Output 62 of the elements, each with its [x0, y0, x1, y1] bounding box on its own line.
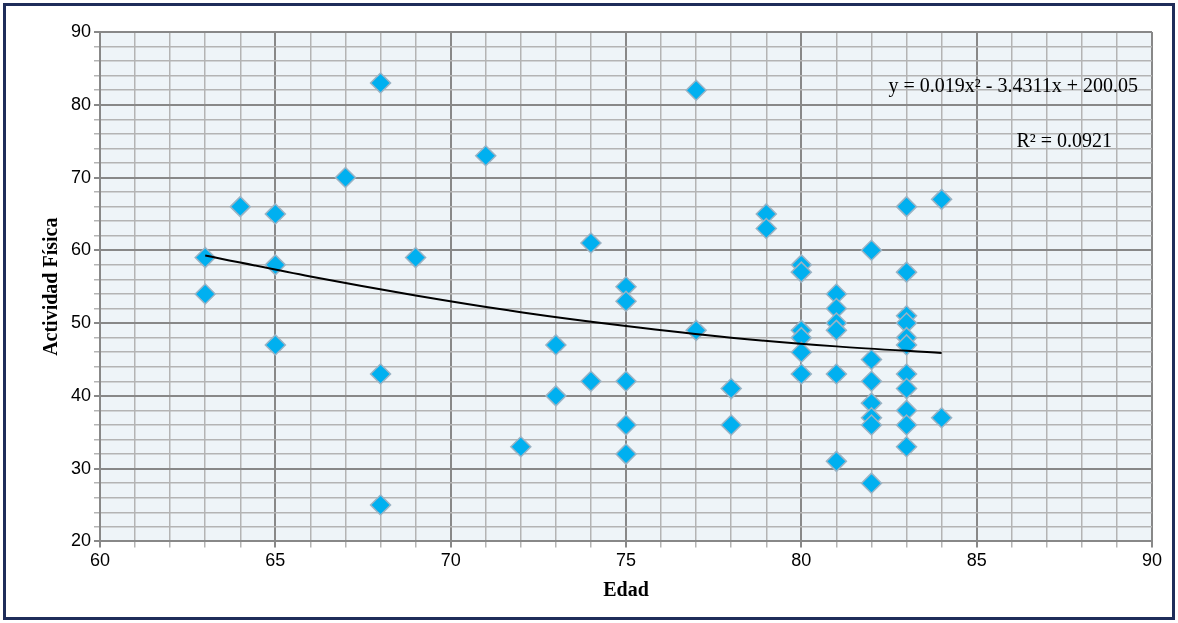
point — [790, 261, 813, 283]
point — [369, 494, 392, 516]
y-tick-label: 50 — [70, 312, 92, 333]
point — [825, 363, 848, 385]
point — [895, 261, 918, 283]
x-axis-title: Edad — [603, 578, 649, 601]
point — [580, 232, 602, 254]
point — [860, 239, 883, 262]
point — [860, 348, 883, 371]
point — [615, 443, 637, 465]
point — [545, 385, 567, 407]
point — [895, 377, 918, 400]
point — [685, 79, 707, 101]
point — [720, 377, 742, 400]
point — [475, 144, 497, 167]
point — [229, 195, 252, 218]
point — [825, 450, 848, 473]
point — [720, 414, 742, 436]
y-tick-label: 70 — [70, 166, 92, 187]
point — [334, 166, 357, 189]
x-tick-label: 90 — [1141, 550, 1163, 571]
point — [790, 341, 813, 363]
point — [369, 72, 392, 94]
y-tick-label: 80 — [70, 93, 92, 114]
x-tick-label: 85 — [966, 550, 987, 571]
annotation: y = 0.019x² - 3.4311x + 200.05 — [888, 74, 1138, 98]
point — [895, 334, 918, 356]
point — [545, 334, 567, 356]
point — [895, 414, 918, 436]
point — [615, 290, 637, 312]
y-tick-label: 20 — [70, 530, 92, 551]
point — [895, 436, 918, 458]
x-tick-label: 65 — [265, 550, 286, 571]
x-tick-label: 80 — [791, 550, 812, 571]
point — [404, 246, 427, 269]
y-tick-label: 60 — [70, 239, 92, 260]
point — [860, 370, 883, 393]
point — [825, 319, 848, 342]
x-tick-label: 75 — [616, 550, 637, 571]
point — [860, 414, 883, 436]
point — [194, 283, 216, 305]
y-axis-title: Actividad Física — [39, 217, 62, 356]
x-tick-label: 70 — [440, 550, 461, 571]
point — [194, 246, 216, 269]
point — [615, 414, 637, 436]
point — [369, 363, 392, 385]
point — [930, 188, 953, 211]
y-tick-label: 30 — [70, 457, 92, 478]
annotation: R² = 0.0921 — [1016, 129, 1112, 152]
point — [930, 406, 953, 429]
point — [264, 203, 287, 225]
point — [510, 436, 532, 458]
point — [860, 472, 883, 494]
point — [790, 363, 813, 385]
x-tick-label: 60 — [90, 550, 111, 571]
point — [580, 370, 602, 393]
point — [895, 195, 918, 218]
point — [755, 217, 778, 240]
point — [615, 370, 637, 393]
y-tick-label: 90 — [70, 20, 92, 41]
y-tick-label: 40 — [70, 384, 92, 405]
point — [264, 334, 287, 356]
